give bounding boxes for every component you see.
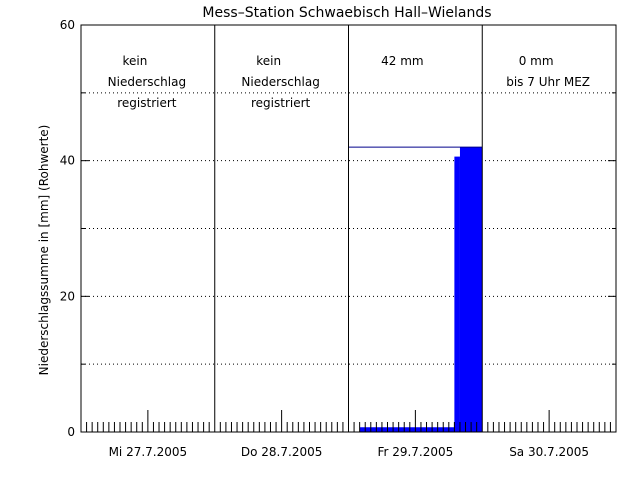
- bar: [459, 147, 483, 432]
- day-annotation: kein: [256, 54, 281, 68]
- bar: [437, 427, 455, 432]
- x-tick-label: Mi 27.7.2005: [109, 445, 188, 459]
- day-annotation: 42 mm: [381, 54, 423, 68]
- plot-frame: [80, 24, 617, 433]
- y-tick-label: 60: [60, 18, 75, 32]
- day-annotation: registriert: [117, 96, 177, 110]
- y-tick-label: 0: [67, 425, 75, 439]
- bar: [454, 156, 460, 432]
- day-annotations: kein Niederschlag registriert kein Niedersch…: [108, 54, 590, 110]
- y-axis-label: Niederschlagssumme in [mm] (Rohwerte): [37, 125, 51, 376]
- chart-title: Mess–Station Schwaebisch Hall–Wielands: [202, 5, 491, 21]
- day-annotation: bis 7 Uhr MEZ: [506, 75, 590, 89]
- day-annotation: 0 mm: [519, 54, 554, 68]
- bars-group: [348, 146, 483, 432]
- y-tick-labels: 0 20 40 60: [60, 18, 75, 439]
- x-tick-label: Sa 30.7.2005: [509, 445, 589, 459]
- day-annotation: kein: [122, 54, 147, 68]
- y-tick-label: 20: [60, 289, 75, 303]
- x-tick-labels: Mi 27.7.2005 Do 28.7.2005 Fr 29.7.2005 Sa 3…: [109, 445, 589, 459]
- day-annotation: Niederschlag: [241, 75, 319, 89]
- day-annotation: registriert: [251, 96, 311, 110]
- day-dividers: [214, 25, 483, 432]
- y-tick-label: 40: [60, 154, 75, 168]
- x-tick-label: Fr 29.7.2005: [377, 445, 453, 459]
- day-annotation: Niederschlag: [108, 75, 186, 89]
- x-tick-label: Do 28.7.2005: [241, 445, 322, 459]
